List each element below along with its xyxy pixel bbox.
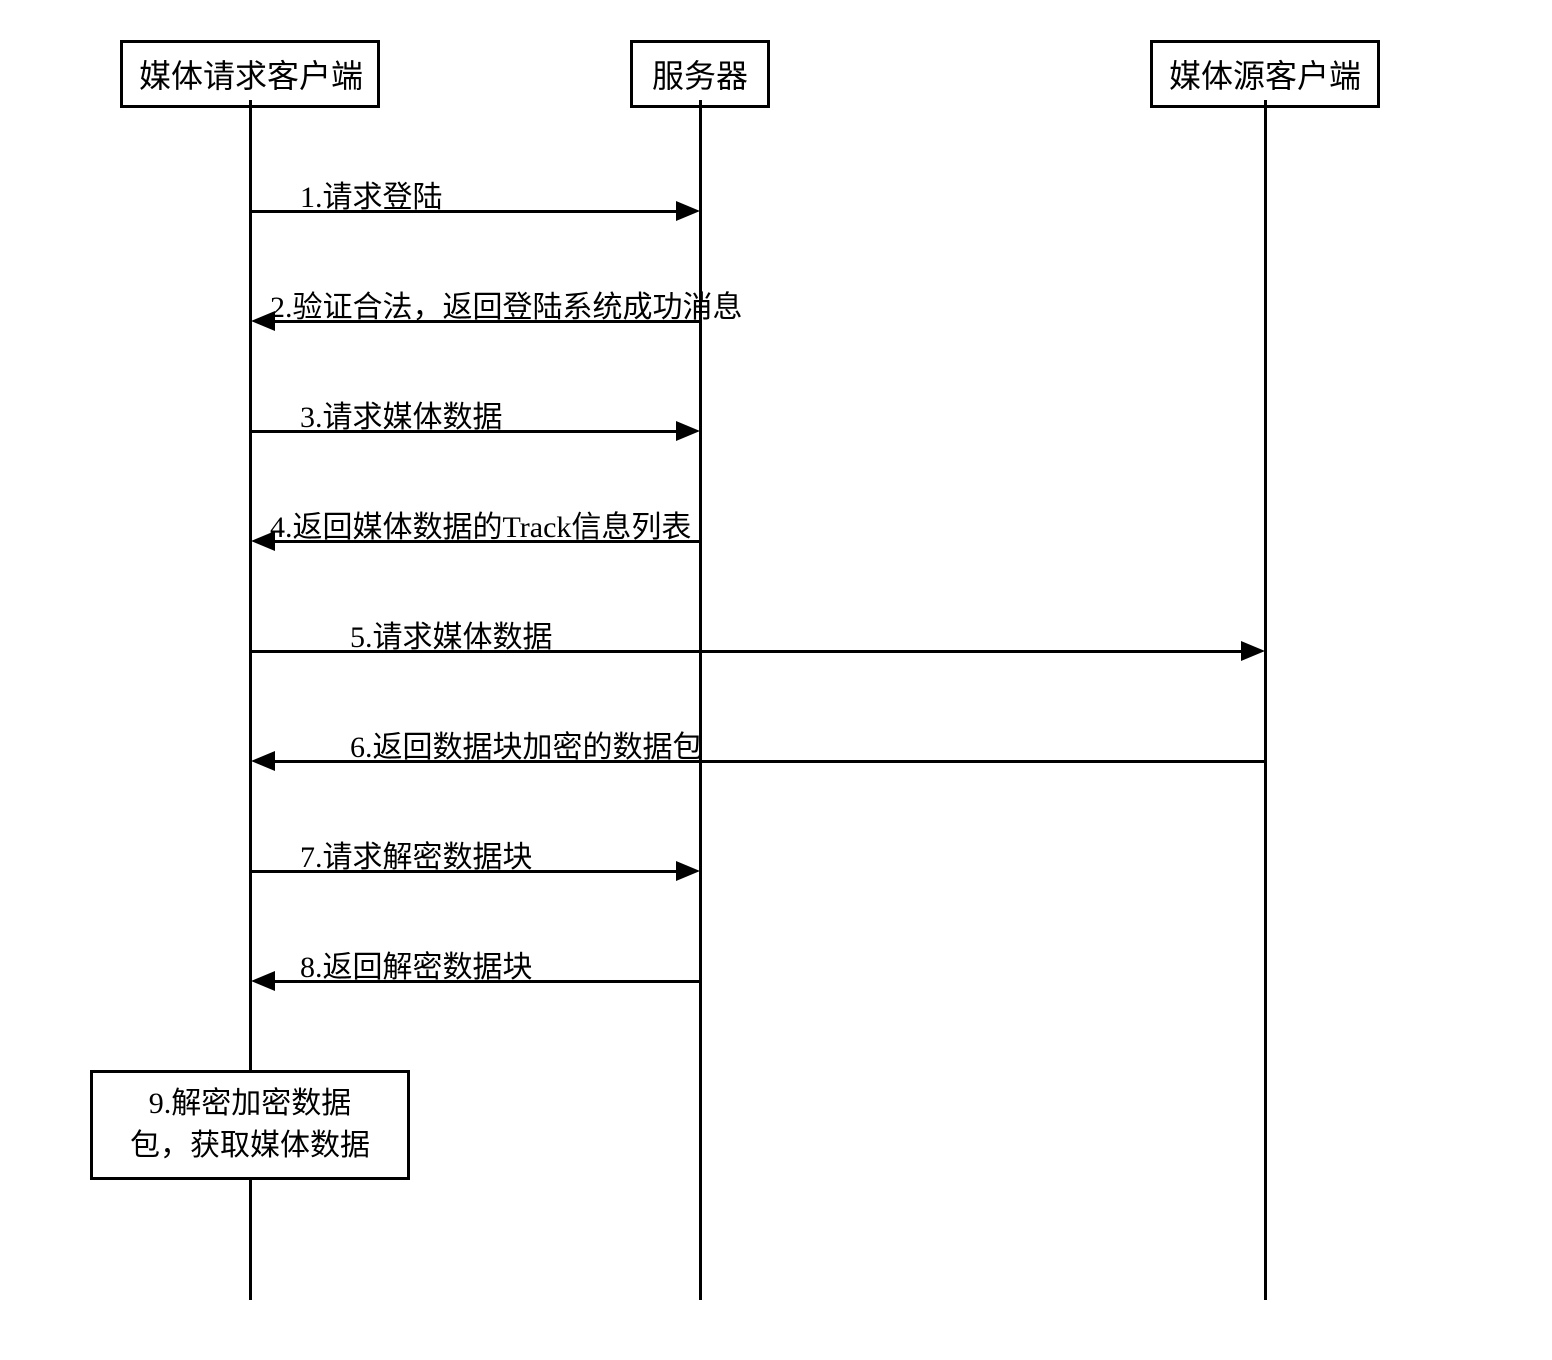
participant-source: 媒体源客户端 — [1150, 40, 1380, 108]
sequence-diagram: 媒体请求客户端 服务器 媒体源客户端 1.请求登陆 2.验证合法，返回登陆系统成… — [40, 40, 1512, 1320]
msg6-arrow — [251, 751, 275, 771]
msg5-line — [251, 650, 1242, 653]
participant-server: 服务器 — [630, 40, 770, 108]
msg4-line — [274, 540, 700, 543]
msg6-line — [274, 760, 1265, 763]
msg7-arrow — [676, 861, 700, 881]
participant-client-label: 媒体请求客户端 — [139, 58, 363, 94]
lifeline-source — [1264, 100, 1267, 1300]
msg2-arrow — [251, 311, 275, 331]
msg8-arrow — [251, 971, 275, 991]
msg4-arrow — [251, 531, 275, 551]
participant-client: 媒体请求客户端 — [120, 40, 380, 108]
note-line-1: 9.解密加密数据 — [107, 1083, 393, 1125]
msg3-arrow — [676, 421, 700, 441]
msg1-arrow — [676, 201, 700, 221]
note-decrypt: 9.解密加密数据 包，获取媒体数据 — [90, 1070, 410, 1180]
note-line-2: 包，获取媒体数据 — [107, 1125, 393, 1167]
lifeline-server — [699, 100, 702, 1300]
participant-source-label: 媒体源客户端 — [1169, 58, 1361, 94]
msg8-line — [274, 980, 700, 983]
msg1-line — [251, 210, 677, 213]
msg7-line — [251, 870, 677, 873]
msg2-line — [274, 320, 700, 323]
msg3-line — [251, 430, 677, 433]
msg5-arrow — [1241, 641, 1265, 661]
participant-server-label: 服务器 — [652, 58, 748, 94]
